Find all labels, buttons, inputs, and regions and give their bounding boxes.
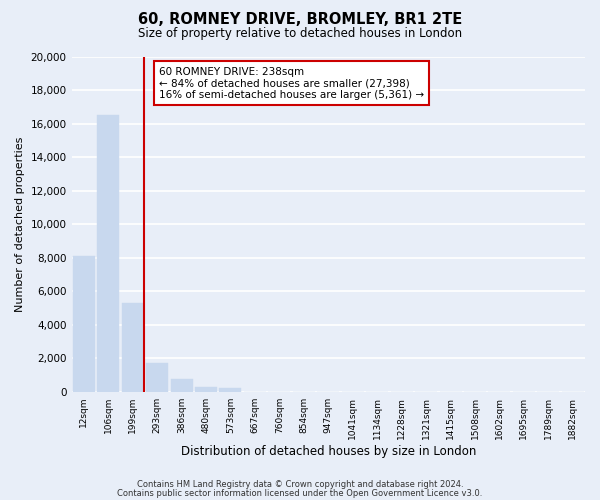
- Bar: [195, 387, 217, 392]
- X-axis label: Distribution of detached houses by size in London: Distribution of detached houses by size …: [181, 444, 476, 458]
- Bar: [97, 115, 119, 392]
- Text: Size of property relative to detached houses in London: Size of property relative to detached ho…: [138, 28, 462, 40]
- Y-axis label: Number of detached properties: Number of detached properties: [15, 136, 25, 312]
- Text: 60, ROMNEY DRIVE, BROMLEY, BR1 2TE: 60, ROMNEY DRIVE, BROMLEY, BR1 2TE: [138, 12, 462, 28]
- Bar: [146, 362, 168, 392]
- Bar: [170, 378, 193, 392]
- Text: Contains HM Land Registry data © Crown copyright and database right 2024.: Contains HM Land Registry data © Crown c…: [137, 480, 463, 489]
- Text: 60 ROMNEY DRIVE: 238sqm
← 84% of detached houses are smaller (27,398)
16% of sem: 60 ROMNEY DRIVE: 238sqm ← 84% of detache…: [159, 66, 424, 100]
- Text: Contains public sector information licensed under the Open Government Licence v3: Contains public sector information licen…: [118, 489, 482, 498]
- Bar: [220, 388, 241, 392]
- Bar: [122, 303, 143, 392]
- Bar: [73, 256, 95, 392]
